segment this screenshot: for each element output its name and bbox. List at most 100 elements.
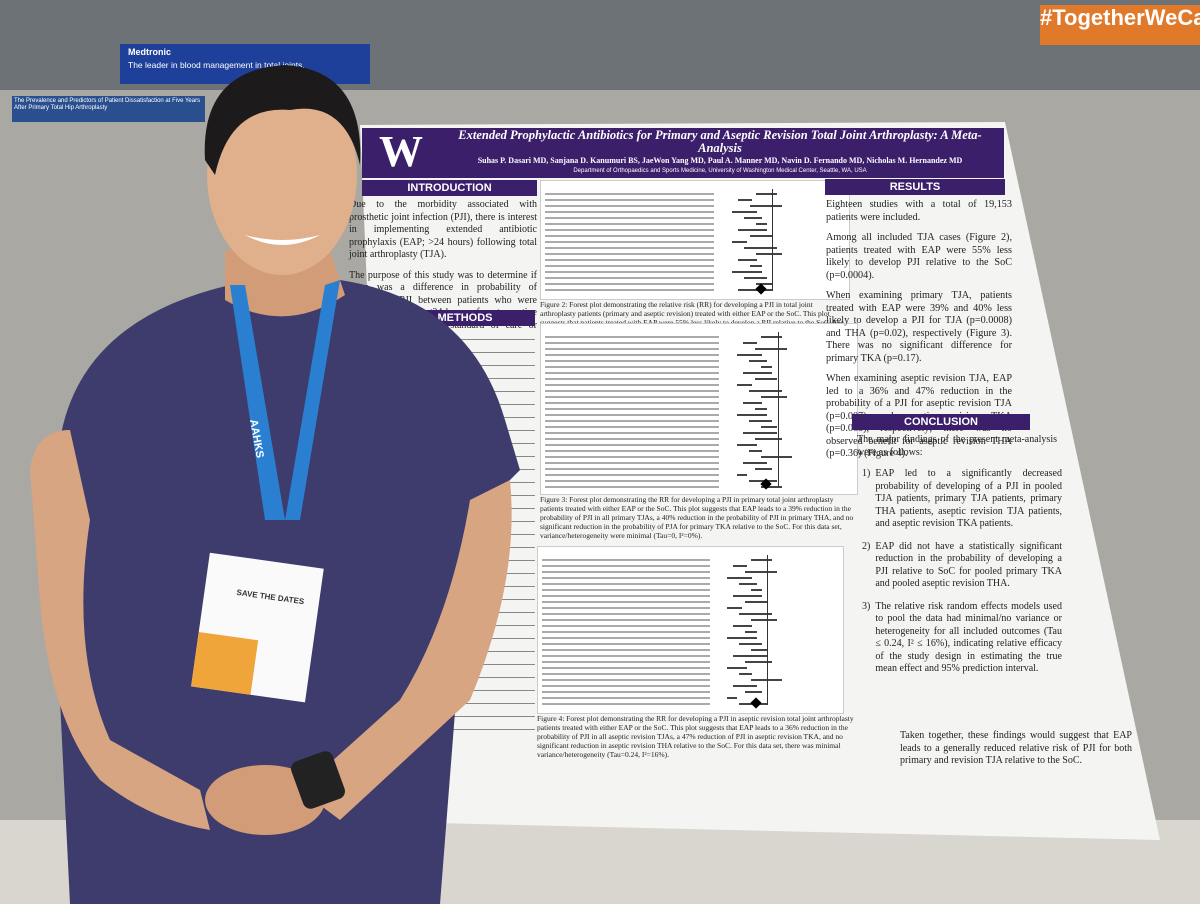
item-number: 2): [862, 540, 871, 552]
ci-line: [754, 348, 787, 350]
plot-row: [545, 342, 719, 344]
plot-row: [542, 559, 710, 561]
plot-row: [545, 199, 715, 201]
ci-line: [733, 655, 768, 657]
ci-line: [739, 643, 763, 645]
ci-line: [727, 637, 758, 639]
ci-line: [745, 631, 758, 633]
ci-line: [742, 432, 777, 434]
ci-line: [745, 601, 768, 603]
paragraph: When examining primary TJA, patients tre…: [826, 290, 1012, 364]
ci-line: [755, 193, 777, 195]
logo: W: [379, 127, 423, 176]
plot-row: [545, 277, 715, 279]
ci-line: [760, 456, 792, 458]
watch: [291, 751, 345, 809]
plot-row: [542, 661, 710, 663]
plot-row: [545, 372, 719, 374]
plot-row: [545, 336, 719, 338]
ci-line: [742, 342, 757, 344]
ci-line: [727, 697, 738, 699]
plot-row: [542, 697, 710, 699]
plot-row: [542, 583, 710, 585]
ci-line: [760, 426, 777, 428]
plot-row: [542, 637, 710, 639]
plot-row: [545, 378, 719, 380]
plot-row: [545, 408, 719, 410]
ci-line: [736, 384, 752, 386]
badge-accent: [191, 631, 259, 695]
forest-plot: [537, 546, 844, 714]
item-number: 3): [862, 600, 871, 612]
plot-row: [542, 625, 710, 627]
ci-line: [742, 402, 762, 404]
plot-row: [545, 223, 715, 225]
plot-row: [542, 571, 710, 573]
plot-row: [545, 211, 715, 213]
ci-line: [745, 661, 773, 663]
item-text: EAP led to a significantly decreased pro…: [875, 468, 1062, 529]
authors: Suhas P. Dasari MD, Sanjana D. Kanumuri …: [477, 156, 963, 165]
ci-line: [739, 673, 753, 675]
ci-line: [743, 217, 762, 219]
ci-line: [755, 283, 772, 285]
plot-row: [545, 193, 715, 195]
ci-line: [760, 366, 772, 368]
plot-row: [545, 271, 715, 273]
smile: [245, 235, 320, 245]
item-number: 1): [862, 468, 871, 479]
plot-row: [542, 679, 710, 681]
plot-row: [545, 354, 719, 356]
ci-line: [748, 450, 762, 452]
null-line: [772, 189, 773, 291]
ci-line: [731, 271, 762, 273]
ci-line: [733, 625, 753, 627]
hair: [204, 65, 361, 175]
plot-row: [545, 360, 719, 362]
ci-line: [727, 577, 753, 579]
plot-row: [545, 259, 715, 261]
ci-line: [749, 265, 762, 267]
ci-line: [737, 229, 767, 231]
conclusion-intro: The major findings of the present meta-a…: [857, 434, 1057, 458]
ci-line: [760, 336, 782, 338]
conclusion-item: 2) EAP did not have a statistically signi…: [862, 541, 1062, 591]
banner: Medtronic The leader in blood management…: [120, 44, 370, 84]
plot-row: [542, 649, 710, 651]
plot-row: [545, 438, 719, 440]
ci-line: [760, 486, 782, 488]
plot-row: [545, 265, 715, 267]
plot-row: [542, 613, 710, 615]
plot-row: [545, 366, 719, 368]
plot-row: [545, 474, 719, 476]
ci-line: [754, 378, 777, 380]
plot-row: [545, 456, 719, 458]
plot-row: [542, 577, 710, 579]
ci-line: [754, 438, 782, 440]
plot-row: [542, 601, 710, 603]
left-poster-title: The Prevalence and Predictors of Patient…: [12, 96, 205, 122]
ci-line: [733, 565, 748, 567]
plot-row: [545, 229, 715, 231]
ci-line: [737, 199, 752, 201]
ci-line: [751, 559, 773, 561]
banner-brand: Medtronic: [128, 47, 172, 57]
forest-plot: [540, 180, 850, 300]
section-heading: CONCLUSION: [852, 414, 1030, 430]
ci-line: [743, 277, 767, 279]
ci-line: [749, 205, 782, 207]
plot-row: [545, 247, 715, 249]
conclusion-item: 1) EAP led to a significantly decreased p…: [862, 468, 1062, 531]
ci-line: [737, 259, 757, 261]
ci-line: [748, 390, 782, 392]
ci-line: [748, 360, 767, 362]
ci-line: [736, 444, 757, 446]
plot-row: [542, 643, 710, 645]
plot-row: [545, 384, 719, 386]
null-line: [766, 555, 768, 705]
face: [207, 75, 357, 275]
plot-row: [542, 685, 710, 687]
plot-row: [542, 589, 710, 591]
plot-row: [542, 619, 710, 621]
